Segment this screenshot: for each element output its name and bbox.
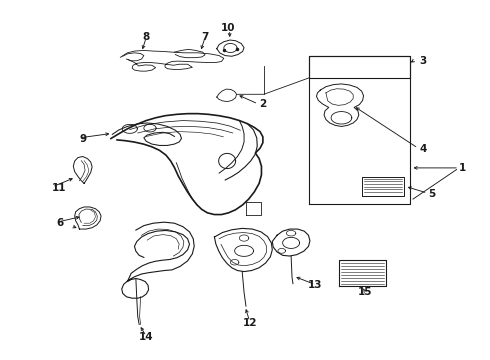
Text: 13: 13 [308,280,323,291]
Text: 4: 4 [419,144,426,154]
Text: 14: 14 [139,332,153,342]
Text: 11: 11 [52,183,67,193]
Text: 9: 9 [79,134,87,144]
Text: 7: 7 [201,32,209,41]
Text: 8: 8 [143,32,150,41]
Text: 12: 12 [243,319,257,328]
Text: 15: 15 [358,287,372,297]
Text: 1: 1 [459,163,466,173]
Text: 2: 2 [259,99,267,109]
Text: 3: 3 [419,56,426,66]
Text: 6: 6 [57,218,64,228]
Text: 10: 10 [221,23,236,33]
Text: 5: 5 [428,189,436,199]
